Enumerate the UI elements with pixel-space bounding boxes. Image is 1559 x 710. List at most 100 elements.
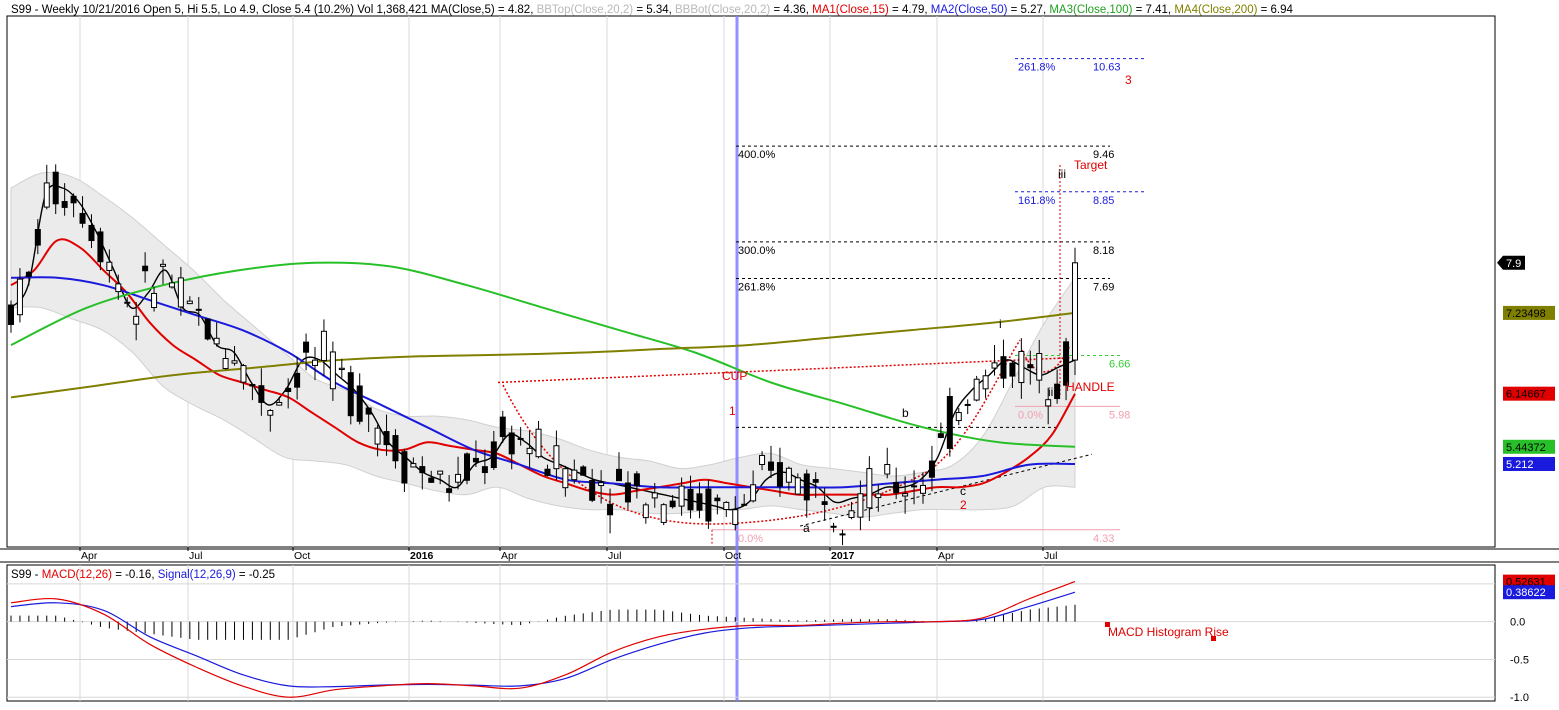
- fib-level-value: 7.69: [1093, 282, 1114, 294]
- candle-body: [1063, 341, 1070, 386]
- header-bbbot-value: = 4.36,: [770, 4, 812, 16]
- macd-y-tick-label: -0.5: [1510, 654, 1529, 666]
- candle-body: [16, 278, 23, 316]
- candle-body: [106, 261, 113, 271]
- candle-body: [928, 460, 935, 478]
- wave-b-label: b: [902, 406, 909, 420]
- wave-ii-label: ii: [1048, 385, 1053, 399]
- candle-body: [437, 470, 444, 475]
- macd-annotation-marker: [1211, 636, 1216, 641]
- candle-body: [714, 497, 721, 502]
- candle-body: [222, 357, 229, 369]
- candle-body: [249, 383, 256, 387]
- candle-body: [177, 277, 184, 308]
- header-description: - Weekly 10/21/2016 Open 5, Hi 5.5, Lo 4…: [31, 4, 536, 16]
- candle-body: [8, 304, 14, 325]
- fib-level-percent: 300.0%: [738, 245, 776, 257]
- macd-header-name: MACD(12,26): [42, 569, 112, 581]
- header-bbtop-value: = 5.34,: [633, 4, 675, 16]
- candle-body: [1036, 353, 1043, 381]
- signal-header-name: Signal(12,26,9): [158, 569, 236, 581]
- fib-level-value: 8.85: [1093, 195, 1114, 207]
- candle-body: [544, 468, 551, 476]
- candle-body: [338, 367, 345, 370]
- candle-body: [410, 463, 417, 468]
- candle-body: [616, 468, 622, 482]
- ma-line-5: [10, 311, 1076, 399]
- price-axis-label: 5.44372: [1506, 442, 1546, 454]
- x-tick-label: Apr: [938, 550, 955, 562]
- candle-body: [34, 229, 41, 246]
- header-bbbot-name: BBBot(Close,20,2): [675, 4, 770, 16]
- signal-header-value: = -0.25: [236, 569, 275, 581]
- price-axis-label-box: [1503, 456, 1555, 471]
- price-axis-label: 7.9: [1506, 258, 1521, 270]
- fib-level-percent: 0.0%: [1018, 409, 1043, 421]
- wave-a-label: a: [803, 521, 810, 535]
- candle-body: [481, 466, 488, 474]
- candle-body: [428, 477, 435, 483]
- header-ma1-value: = 4.79,: [889, 4, 931, 16]
- candle-body: [991, 362, 998, 369]
- candle-body: [633, 473, 640, 487]
- candle-body: [1072, 262, 1078, 361]
- fib-level-value: 4.33: [1093, 533, 1114, 545]
- candle-body: [276, 401, 283, 406]
- candle-body: [1027, 364, 1034, 369]
- candle-body: [231, 360, 238, 364]
- candle-body: [821, 501, 828, 505]
- candle-body: [696, 493, 703, 511]
- header-ma2-name: MA2(Close,50): [931, 4, 1008, 16]
- candle-body: [499, 416, 506, 438]
- candle-body: [1054, 383, 1061, 400]
- candle-body: [750, 484, 757, 502]
- candle-body: [839, 533, 846, 536]
- price-axis-label: 5.212: [1506, 459, 1534, 471]
- macd-y-tick-label: -1.0: [1510, 692, 1529, 704]
- candle-body: [964, 403, 971, 406]
- price-axis-label: 7.23498: [1506, 308, 1546, 320]
- candle-body: [70, 195, 77, 204]
- candle-body: [884, 463, 891, 475]
- x-tick-label: Jul: [608, 550, 621, 562]
- candle-body: [955, 412, 962, 422]
- candle-body: [857, 493, 864, 518]
- header-bbtop-name: BBTop(Close,20,2): [537, 4, 634, 16]
- candle-body: [88, 224, 95, 242]
- candle-body: [195, 308, 202, 311]
- ma-line-2: [10, 238, 1076, 496]
- candle-body: [213, 337, 220, 345]
- candle-body: [741, 503, 748, 506]
- candle-body: [285, 387, 292, 392]
- candle-body: [356, 385, 363, 422]
- header-ma4-value: = 6.94: [1257, 4, 1293, 16]
- macd-line: [10, 581, 1076, 698]
- candle-body: [607, 503, 614, 516]
- fib-level-percent: 261.8%: [1018, 62, 1056, 74]
- x-tick-label: Jul: [189, 550, 202, 562]
- x-tick-label: Apr: [81, 550, 98, 562]
- candle-body: [133, 315, 140, 325]
- wave-2-label: 2: [960, 498, 967, 512]
- candle-body: [329, 351, 336, 390]
- x-tick-label: Oct: [294, 550, 310, 562]
- candle-body: [365, 407, 372, 415]
- macd-annotation: MACD Histogram Rise: [1108, 625, 1229, 639]
- fib-level-value: 5.98: [1109, 409, 1130, 421]
- candle-body: [785, 467, 792, 483]
- wave-3-label: 3: [1125, 73, 1132, 87]
- candle-body: [186, 300, 193, 305]
- candlesticks: [8, 164, 1078, 546]
- candle-body: [267, 409, 274, 416]
- fib-level-value: 8.18: [1093, 245, 1114, 257]
- candle-body: [812, 479, 819, 483]
- candle-body: [258, 385, 265, 403]
- candle-body: [1018, 350, 1025, 384]
- candle-body: [946, 396, 953, 449]
- candle-body: [687, 489, 694, 511]
- macd-axis-label: 0.38622: [1506, 587, 1546, 599]
- candle-body: [893, 481, 900, 494]
